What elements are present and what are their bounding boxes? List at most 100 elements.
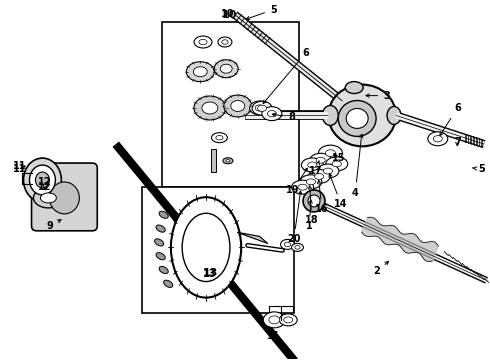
Text: 11: 11: [267, 331, 281, 341]
Ellipse shape: [428, 132, 448, 146]
Ellipse shape: [156, 253, 165, 260]
Text: 13: 13: [203, 269, 217, 279]
Text: 19: 19: [286, 168, 307, 195]
Ellipse shape: [315, 174, 324, 179]
Text: 11: 11: [13, 161, 26, 171]
Ellipse shape: [323, 168, 333, 174]
Ellipse shape: [338, 100, 376, 136]
Ellipse shape: [298, 184, 307, 190]
Ellipse shape: [258, 105, 267, 111]
Ellipse shape: [303, 190, 325, 212]
Ellipse shape: [231, 100, 245, 112]
Ellipse shape: [387, 107, 401, 125]
Ellipse shape: [308, 195, 320, 207]
FancyBboxPatch shape: [31, 163, 98, 231]
Ellipse shape: [212, 133, 227, 143]
Polygon shape: [238, 233, 268, 243]
Text: 2: 2: [373, 261, 389, 276]
Text: 5: 5: [473, 164, 485, 174]
Ellipse shape: [223, 158, 233, 164]
Text: 4: 4: [352, 134, 363, 198]
Ellipse shape: [164, 280, 173, 287]
Ellipse shape: [308, 170, 330, 183]
Ellipse shape: [41, 193, 56, 203]
Ellipse shape: [295, 246, 300, 249]
Text: 10: 10: [221, 10, 237, 20]
Ellipse shape: [156, 225, 165, 232]
Ellipse shape: [222, 40, 228, 44]
Ellipse shape: [255, 105, 264, 111]
Ellipse shape: [332, 161, 342, 167]
Text: 13: 13: [203, 268, 219, 278]
Ellipse shape: [182, 213, 230, 282]
Text: 6: 6: [440, 103, 461, 135]
Ellipse shape: [328, 85, 396, 146]
Text: 6: 6: [263, 48, 309, 104]
Ellipse shape: [33, 188, 63, 208]
Polygon shape: [362, 217, 439, 261]
Ellipse shape: [292, 243, 303, 251]
Text: 1: 1: [306, 200, 313, 231]
Ellipse shape: [284, 317, 293, 323]
Ellipse shape: [308, 162, 317, 168]
Text: 5: 5: [246, 5, 277, 19]
Ellipse shape: [280, 239, 294, 249]
Text: 9: 9: [47, 220, 61, 231]
Ellipse shape: [325, 150, 336, 157]
Ellipse shape: [24, 158, 61, 202]
Ellipse shape: [252, 101, 272, 115]
Ellipse shape: [224, 95, 252, 117]
Text: 10: 10: [221, 9, 235, 19]
Text: 12: 12: [38, 177, 51, 187]
Ellipse shape: [322, 105, 338, 125]
Text: 18: 18: [305, 186, 318, 225]
Text: 11: 11: [13, 164, 26, 174]
Ellipse shape: [202, 102, 218, 114]
Text: 14: 14: [329, 174, 348, 210]
Ellipse shape: [292, 180, 314, 194]
Text: 8: 8: [272, 112, 295, 122]
Text: 7: 7: [454, 138, 461, 147]
Ellipse shape: [29, 165, 55, 195]
Ellipse shape: [171, 197, 241, 298]
Ellipse shape: [154, 239, 164, 246]
Ellipse shape: [318, 145, 343, 161]
Ellipse shape: [214, 60, 238, 78]
Bar: [212, 149, 217, 172]
Ellipse shape: [226, 159, 230, 162]
Ellipse shape: [284, 242, 291, 247]
Text: 17: 17: [309, 161, 322, 176]
Ellipse shape: [199, 39, 207, 45]
Ellipse shape: [262, 107, 282, 121]
Ellipse shape: [216, 135, 223, 140]
Ellipse shape: [268, 111, 276, 117]
Ellipse shape: [218, 37, 232, 47]
Ellipse shape: [263, 312, 285, 328]
Text: 12: 12: [38, 182, 51, 192]
Ellipse shape: [194, 36, 212, 48]
Bar: [162, 22, 299, 187]
Ellipse shape: [310, 153, 332, 167]
Ellipse shape: [269, 316, 280, 324]
Ellipse shape: [346, 108, 368, 129]
Ellipse shape: [306, 179, 316, 185]
Ellipse shape: [300, 175, 322, 189]
Ellipse shape: [194, 67, 207, 77]
Ellipse shape: [433, 136, 442, 142]
Ellipse shape: [49, 182, 79, 214]
Ellipse shape: [316, 157, 325, 163]
Ellipse shape: [186, 62, 214, 82]
Text: 3: 3: [366, 91, 390, 101]
Ellipse shape: [317, 164, 339, 178]
Text: 16: 16: [316, 180, 329, 215]
Ellipse shape: [301, 158, 323, 172]
Ellipse shape: [35, 172, 49, 188]
Ellipse shape: [159, 211, 168, 219]
Ellipse shape: [326, 157, 348, 171]
Ellipse shape: [250, 101, 270, 115]
Text: 15: 15: [332, 153, 345, 163]
Text: 20: 20: [287, 191, 302, 244]
Bar: [143, 187, 294, 313]
Ellipse shape: [345, 82, 363, 94]
Ellipse shape: [220, 64, 232, 73]
